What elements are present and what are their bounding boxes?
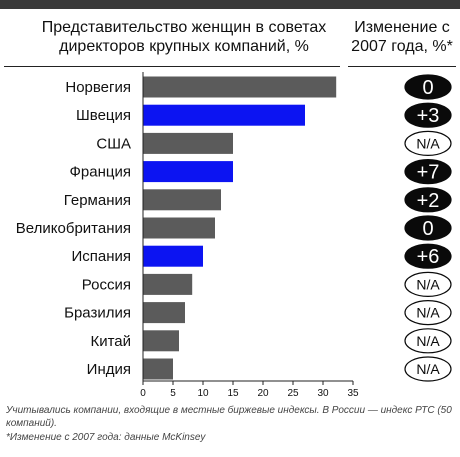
x-tick-label: 0 bbox=[140, 388, 146, 399]
change-badge-россия bbox=[404, 271, 452, 297]
category-label-норвегия: Норвегия bbox=[65, 79, 131, 96]
change-badge-сша bbox=[404, 130, 452, 156]
bar-китай bbox=[143, 330, 179, 352]
change-badge-германия bbox=[404, 187, 452, 213]
x-tick-label: 5 bbox=[170, 388, 176, 399]
bar-испания bbox=[143, 245, 203, 267]
bar-германия bbox=[143, 189, 221, 211]
chart-title-line1: Представительство женщин в советах bbox=[41, 19, 327, 36]
category-label-китай: Китай bbox=[90, 333, 131, 350]
change-badge-норвегия bbox=[404, 74, 452, 100]
change-badge-китай bbox=[404, 328, 452, 354]
category-label-великобритания: Великобритания bbox=[16, 220, 131, 237]
footnote-mckinsey: *Изменение с 2007 года: данные McKinsey bbox=[6, 432, 206, 443]
bar-россия bbox=[143, 273, 193, 295]
chart-title: Представительство женщин в советах дирек… bbox=[20, 18, 348, 56]
category-label-франция: Франция bbox=[70, 164, 131, 181]
x-tick-label: 25 bbox=[287, 388, 299, 399]
change-badge-великобритания bbox=[404, 215, 452, 241]
change-header-line2: 2007 года, %* bbox=[351, 38, 453, 55]
category-label-россия: Россия bbox=[82, 276, 131, 293]
category-label-индия: Индия bbox=[87, 361, 131, 378]
change-value-великобритания: 0 bbox=[422, 218, 433, 240]
change-header: Изменение с 2007 года, %* bbox=[344, 18, 460, 56]
change-value-сша: N/A bbox=[416, 135, 440, 151]
bar-швеция bbox=[143, 104, 305, 126]
change-badge-франция bbox=[404, 159, 452, 185]
bar-индия bbox=[143, 358, 173, 380]
change-value-франция: +7 bbox=[417, 162, 440, 184]
change-divider bbox=[348, 66, 456, 67]
title-divider bbox=[4, 66, 340, 67]
x-tick-label: 15 bbox=[227, 388, 239, 399]
change-value-швеция: +3 bbox=[417, 105, 440, 127]
category-label-бразилия: Бразилия bbox=[64, 305, 131, 322]
x-tick-label: 30 bbox=[317, 388, 329, 399]
category-label-сша: США bbox=[96, 135, 131, 152]
x-tick-label: 35 bbox=[347, 388, 359, 399]
chart-title-line2: директоров крупных компаний, % bbox=[59, 38, 309, 55]
category-label-испания: Испания bbox=[71, 248, 131, 265]
change-badge-швеция bbox=[404, 102, 452, 128]
bar-норвегия bbox=[143, 76, 337, 98]
top-bar bbox=[0, 0, 460, 9]
category-label-германия: Германия bbox=[64, 192, 131, 209]
footnote-indices: Учитывались компании, входящие в местные… bbox=[6, 405, 452, 429]
bar-сша bbox=[143, 132, 233, 154]
change-value-индия: N/A bbox=[416, 361, 440, 377]
x-tick-label: 10 bbox=[197, 388, 209, 399]
change-value-германия: +2 bbox=[417, 190, 440, 212]
change-value-россия: N/A bbox=[416, 276, 440, 292]
change-value-бразилия: N/A bbox=[416, 305, 440, 321]
bar-великобритания bbox=[143, 217, 215, 239]
bar-франция bbox=[143, 161, 233, 183]
change-badge-индия bbox=[404, 356, 452, 382]
x-tick-label: 20 bbox=[257, 388, 269, 399]
bar-бразилия bbox=[143, 302, 185, 324]
change-value-испания: +6 bbox=[417, 246, 440, 268]
change-badge-испания bbox=[404, 243, 452, 269]
change-value-норвегия: 0 bbox=[422, 77, 433, 99]
change-value-китай: N/A bbox=[416, 333, 440, 349]
change-header-line1: Изменение с bbox=[354, 19, 450, 36]
category-label-швеция: Швеция bbox=[76, 107, 131, 124]
change-badge-бразилия bbox=[404, 300, 452, 326]
